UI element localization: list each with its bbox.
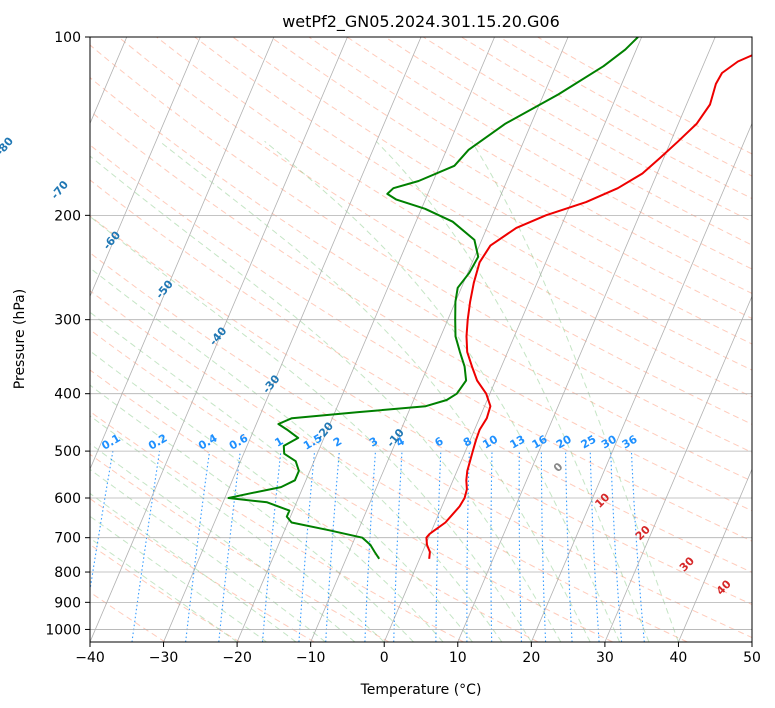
y-axis-label: Pressure (hPa) <box>12 289 28 389</box>
y-tick-label: 700 <box>54 531 81 547</box>
dry-adiabat-line <box>118 37 752 425</box>
x-tick-label: −30 <box>149 650 179 666</box>
dry-adiabat-line <box>194 37 752 371</box>
x-tick-label: −20 <box>222 650 252 666</box>
y-tick-label: 200 <box>54 208 81 224</box>
y-tick-label: 100 <box>54 30 81 46</box>
isotherm-line <box>604 295 752 642</box>
chart-title: wetPf2_GN05.2024.301.15.20.G06 <box>282 12 560 32</box>
dry-adiabat-line <box>90 369 539 642</box>
mixing-ratio-line <box>298 451 316 642</box>
isotherm-line <box>90 37 348 642</box>
x-tick-label: 40 <box>670 650 688 666</box>
x-axis-label: Temperature (°C) <box>360 682 482 698</box>
isotherm-line <box>163 37 422 642</box>
isotherm-line <box>90 37 201 298</box>
axes: −40 −30 −20 −10 0 10 20 30 40 50 100 200 300 400 500 60… <box>45 30 761 666</box>
x-tick-label: 0 <box>380 650 389 666</box>
y-tick-label: 600 <box>54 491 81 507</box>
plot-frame <box>89 36 753 643</box>
x-tick-label: −10 <box>296 650 326 666</box>
dry-adiabat-line <box>90 498 315 642</box>
mixing-ratio-line <box>261 451 282 642</box>
isotherm-line <box>678 468 752 642</box>
x-tick-label: 10 <box>449 650 467 666</box>
y-tick-label: 900 <box>54 595 81 611</box>
dry-adiabat-line <box>90 44 752 453</box>
dry-adiabat-line <box>270 37 752 320</box>
dry-adiabat-line <box>90 453 390 642</box>
dry-adiabat-line <box>90 215 752 606</box>
isotherm-line <box>90 37 275 471</box>
mixing-ratio-line <box>90 451 114 594</box>
mixing-ratio-line <box>185 451 211 642</box>
y-tick-label: 500 <box>54 444 81 460</box>
y-tick-label: 800 <box>54 565 81 581</box>
y-tick-label: 400 <box>54 387 81 403</box>
dewpoint-line <box>227 37 639 560</box>
isotherm-line <box>457 37 716 642</box>
dry-adiabat-line <box>90 110 752 512</box>
dry-adiabat-line <box>90 179 752 573</box>
x-tick-label: 30 <box>596 650 614 666</box>
isotherm-line <box>530 122 752 642</box>
x-tick-label: −40 <box>75 650 105 666</box>
profile-lines <box>227 37 752 560</box>
isotherm-line <box>310 37 569 642</box>
dry-adiabat-line <box>90 76 752 482</box>
temperature-line <box>425 54 752 559</box>
x-tick-label: 50 <box>743 650 761 666</box>
y-tick-label: 1000 <box>45 622 81 638</box>
isotherm-line <box>236 37 495 642</box>
mixing-ratio-line <box>218 451 241 642</box>
plot-background <box>90 37 752 642</box>
dry-adiabat-line <box>90 329 613 642</box>
x-tick-label: 20 <box>522 650 540 666</box>
dry-adiabat-line <box>232 37 752 345</box>
y-tick-label: 300 <box>54 313 81 329</box>
dry-adiabat-line <box>90 252 752 639</box>
